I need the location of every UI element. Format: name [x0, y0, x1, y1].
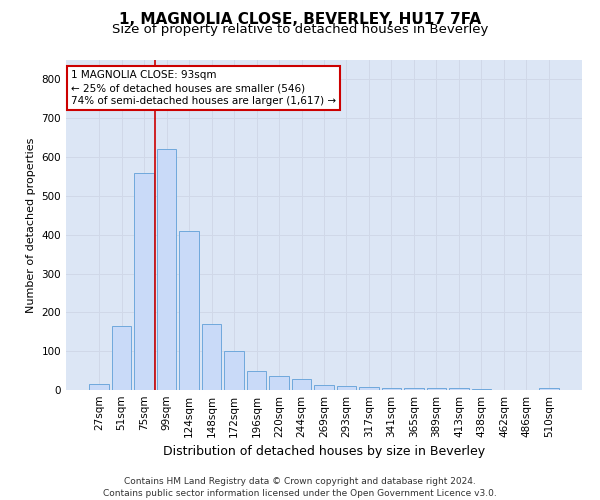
Bar: [269, 376, 289, 390]
Bar: [292, 379, 311, 390]
Bar: [449, 388, 469, 390]
Bar: [314, 386, 334, 390]
Bar: [224, 351, 244, 390]
Bar: [472, 389, 491, 390]
Text: 1, MAGNOLIA CLOSE, BEVERLEY, HU17 7FA: 1, MAGNOLIA CLOSE, BEVERLEY, HU17 7FA: [119, 12, 481, 28]
Bar: [179, 231, 199, 390]
Bar: [247, 370, 266, 390]
Bar: [337, 386, 356, 390]
Bar: [427, 388, 446, 390]
Text: 1 MAGNOLIA CLOSE: 93sqm
← 25% of detached houses are smaller (546)
74% of semi-d: 1 MAGNOLIA CLOSE: 93sqm ← 25% of detache…: [71, 70, 336, 106]
Bar: [382, 388, 401, 390]
Bar: [89, 384, 109, 390]
Bar: [539, 388, 559, 390]
Text: Contains HM Land Registry data © Crown copyright and database right 2024.
Contai: Contains HM Land Registry data © Crown c…: [103, 476, 497, 498]
Bar: [404, 388, 424, 390]
Bar: [112, 326, 131, 390]
Bar: [202, 324, 221, 390]
Bar: [134, 172, 154, 390]
X-axis label: Distribution of detached houses by size in Beverley: Distribution of detached houses by size …: [163, 446, 485, 458]
Text: Size of property relative to detached houses in Beverley: Size of property relative to detached ho…: [112, 22, 488, 36]
Y-axis label: Number of detached properties: Number of detached properties: [26, 138, 36, 312]
Bar: [359, 388, 379, 390]
Bar: [157, 150, 176, 390]
